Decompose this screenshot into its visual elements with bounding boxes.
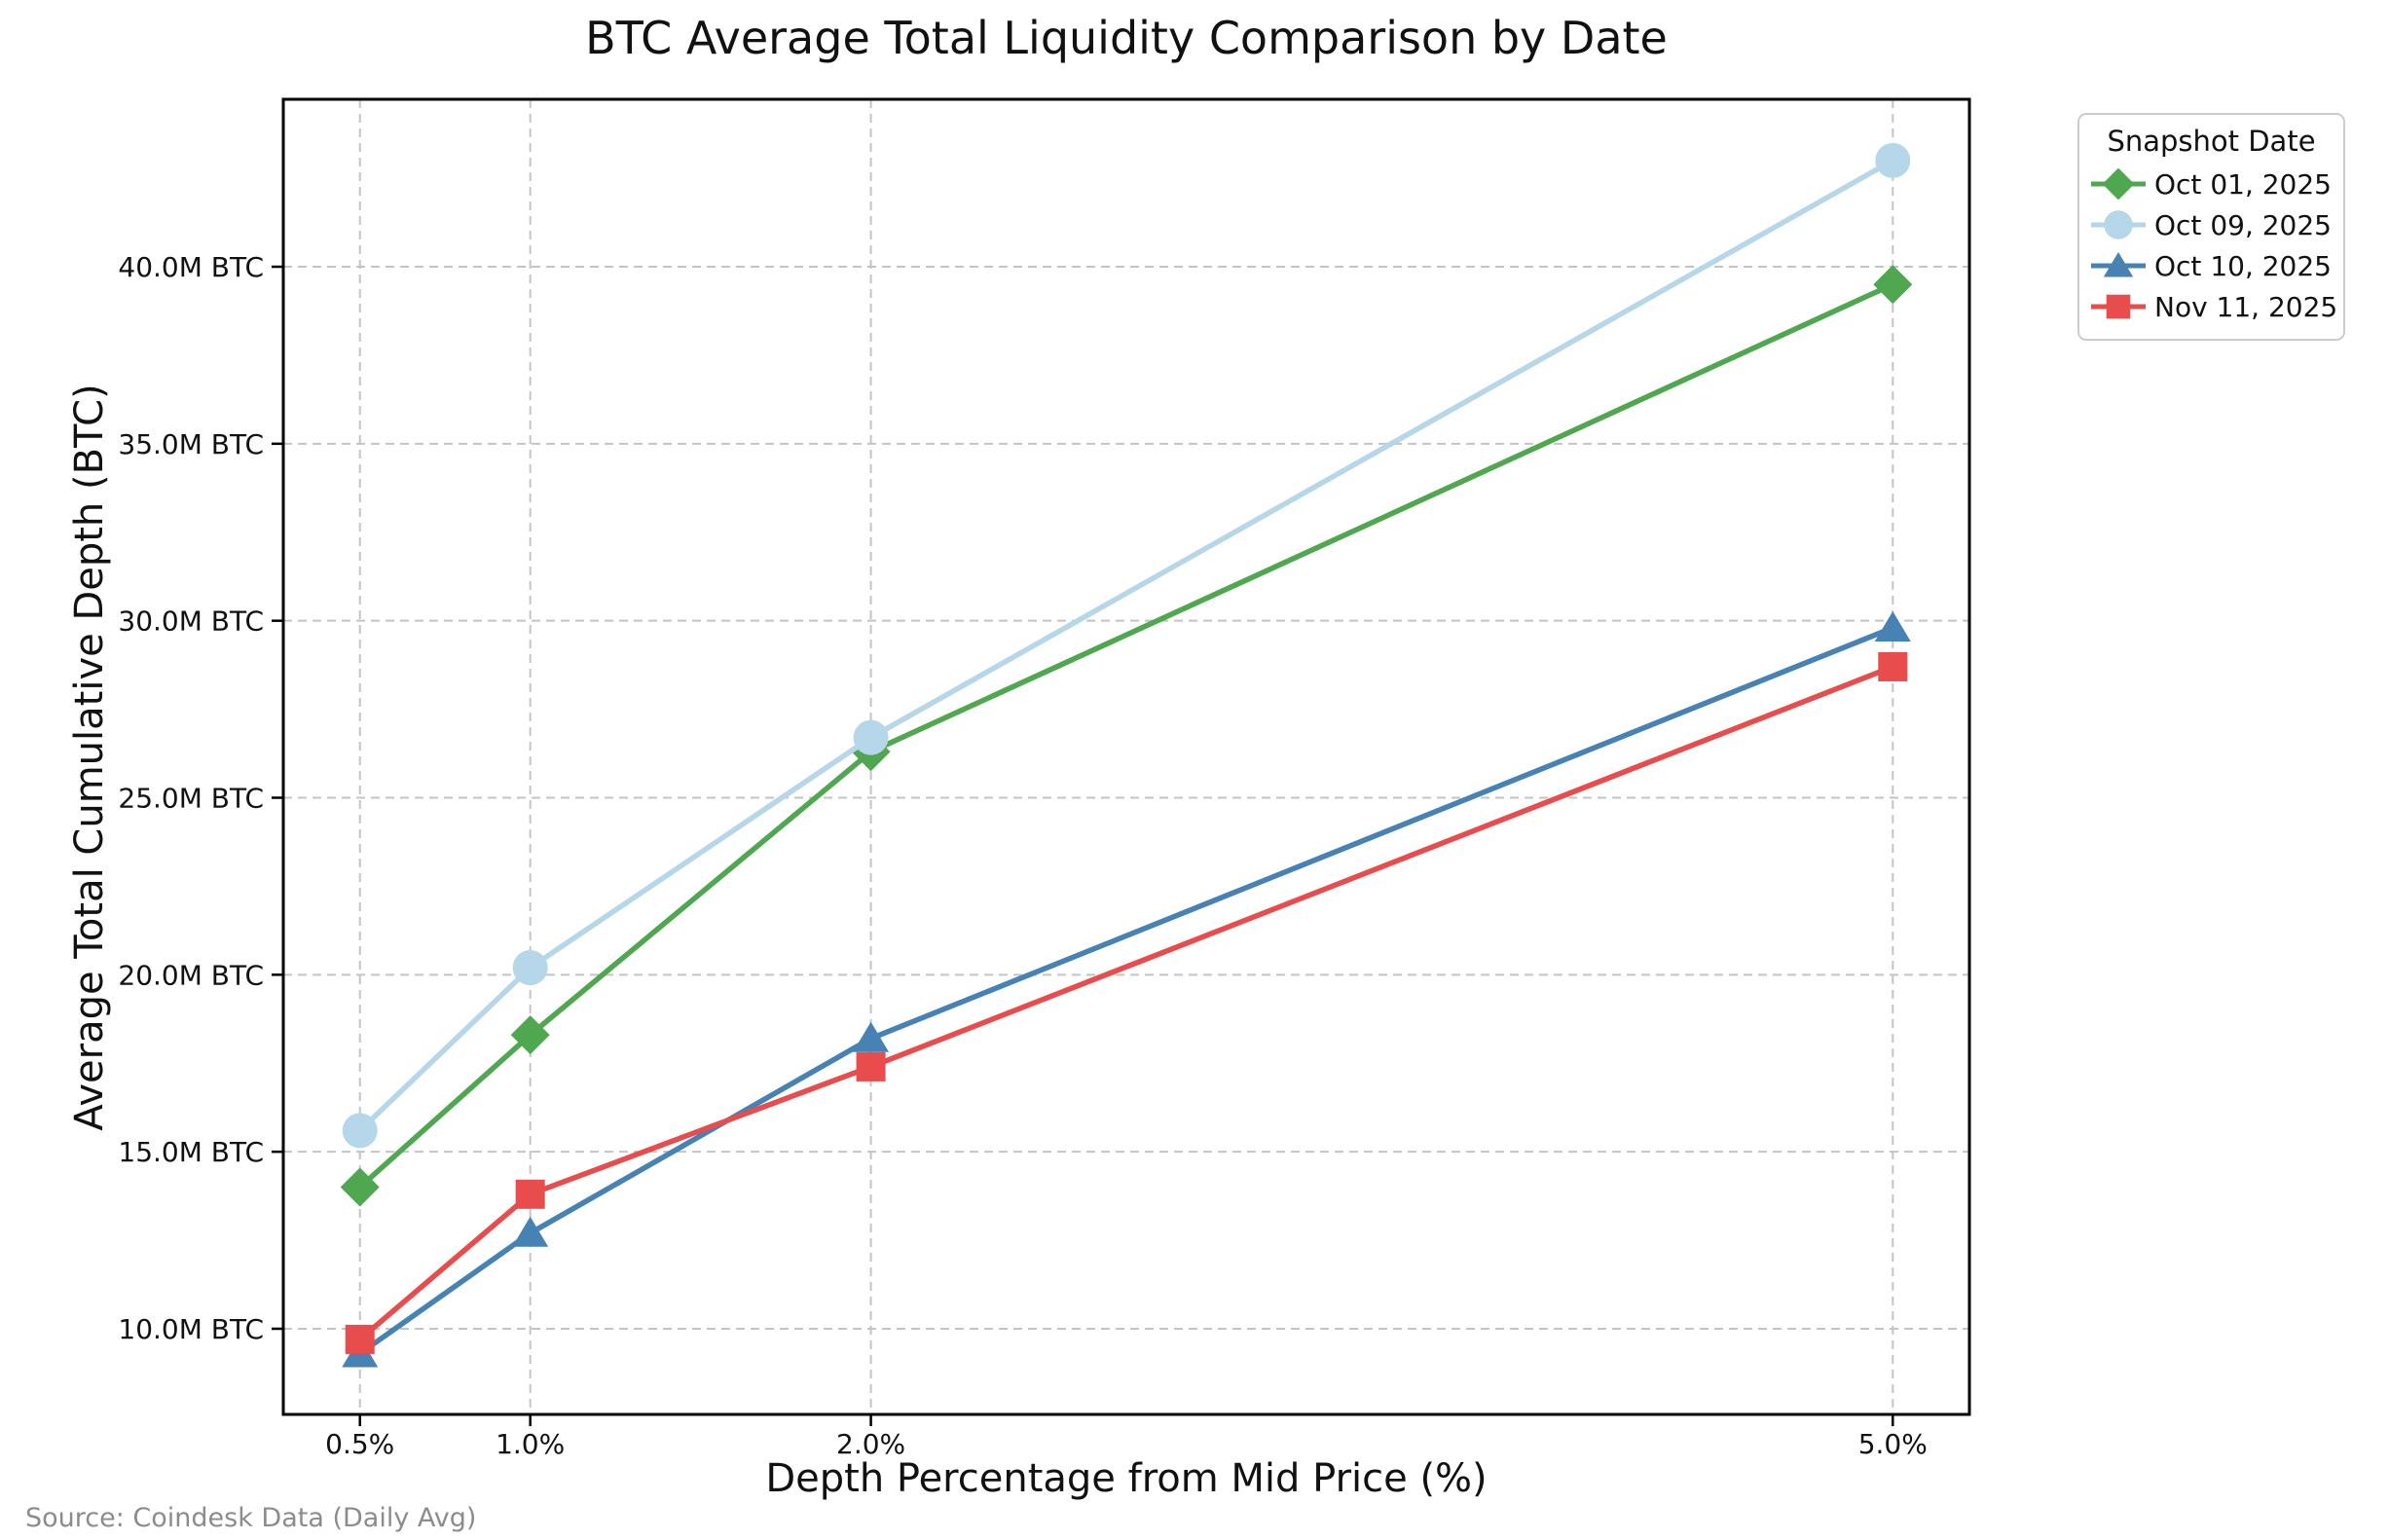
legend-item-label: Oct 01, 2025 <box>2154 167 2332 201</box>
axis-ticks <box>272 265 1894 1426</box>
legend-items: Oct 01, 2025 Oct 09, 2025 Oct 10, 2025 Nov … <box>2091 164 2337 327</box>
legend-marker <box>2102 168 2135 200</box>
legend-item-oct-09-2025: Oct 09, 2025 <box>2091 204 2332 245</box>
x-tick-label: 0.5% <box>325 1428 394 1460</box>
y-tick-label: 10.0M BTC <box>118 1313 264 1345</box>
marker-oct-10-2025-1-0 <box>512 1216 549 1247</box>
marker-oct-10-2025-2-0 <box>853 1021 890 1052</box>
legend: Snapshot Date Oct 01, 2025 Oct 09, 2025 Oc… <box>2077 113 2345 341</box>
legend-item-oct-01-2025: Oct 01, 2025 <box>2091 164 2332 204</box>
marker-nov-11-2025-1-0 <box>515 1179 545 1209</box>
series-line-oct-01-2025 <box>356 281 1896 1191</box>
y-tick-label: 40.0M BTC <box>118 251 264 283</box>
series-line-oct-10-2025 <box>356 625 1896 1357</box>
x-tick-label: 5.0% <box>1858 1428 1928 1460</box>
marker-nov-11-2025-0-5 <box>345 1324 375 1354</box>
chart-title: BTC Average Total Liquidity Comparison b… <box>585 12 1668 64</box>
series-line-oct-09-2025 <box>356 158 1896 1134</box>
marker-oct-01-2025-5-0 <box>1873 265 1913 305</box>
x-axis-title: Depth Percentage from Mid Price (%) <box>765 1456 1488 1501</box>
legend-item-label: Oct 10, 2025 <box>2154 249 2332 282</box>
diamond-swatch-icon <box>2091 168 2146 200</box>
legend-marker <box>2104 210 2133 239</box>
source-note: Source: Coindesk Data (Daily Avg) <box>25 1503 477 1533</box>
marker-nov-11-2025-2-0 <box>856 1051 886 1082</box>
x-tick-label: 1.0% <box>496 1428 565 1460</box>
square-swatch-icon <box>2091 294 2146 319</box>
legend-item-nov-11-2025: Nov 11, 2025 <box>2091 286 2337 327</box>
series-oct-09-2025 <box>342 142 1911 1149</box>
series-oct-10-2025 <box>342 610 1911 1368</box>
legend-marker <box>2103 252 2134 277</box>
series-line-nov-11-2025 <box>356 664 1896 1342</box>
y-tick-label: 35.0M BTC <box>118 428 264 460</box>
y-tick-label: 20.0M BTC <box>118 959 264 991</box>
marker-oct-01-2025-1-0 <box>510 1015 550 1055</box>
marker-oct-10-2025-5-0 <box>1874 610 1911 642</box>
plot-border <box>281 97 1971 1416</box>
legend-item-label: Nov 11, 2025 <box>2154 290 2338 323</box>
marker-oct-09-2025-2-0 <box>853 719 889 755</box>
legend-item-oct-10-2025: Oct 10, 2025 <box>2091 245 2332 286</box>
series-oct-01-2025 <box>340 265 1913 1207</box>
triangle-up-swatch-icon <box>2091 252 2146 277</box>
y-tick-label: 15.0M BTC <box>118 1136 264 1168</box>
y-tick-label: 30.0M BTC <box>118 605 264 638</box>
marker-oct-09-2025-0-5 <box>342 1113 378 1149</box>
series-nov-11-2025 <box>345 651 1908 1354</box>
y-tick-label: 25.0M BTC <box>118 783 264 815</box>
x-tick-label: 2.0% <box>836 1428 905 1460</box>
marker-oct-09-2025-5-0 <box>1875 142 1911 178</box>
legend-marker <box>2106 294 2131 319</box>
circle-swatch-icon <box>2091 210 2146 239</box>
y-axis-title: Average Total Cumulative Depth (BTC) <box>67 384 112 1131</box>
marker-nov-11-2025-5-0 <box>1878 651 1908 681</box>
legend-item-label: Oct 09, 2025 <box>2154 208 2332 241</box>
legend-title: Snapshot Date <box>2107 125 2316 158</box>
marker-oct-01-2025-0-5 <box>340 1167 380 1207</box>
marker-oct-09-2025-1-0 <box>512 950 548 986</box>
gridlines <box>283 99 1969 1414</box>
